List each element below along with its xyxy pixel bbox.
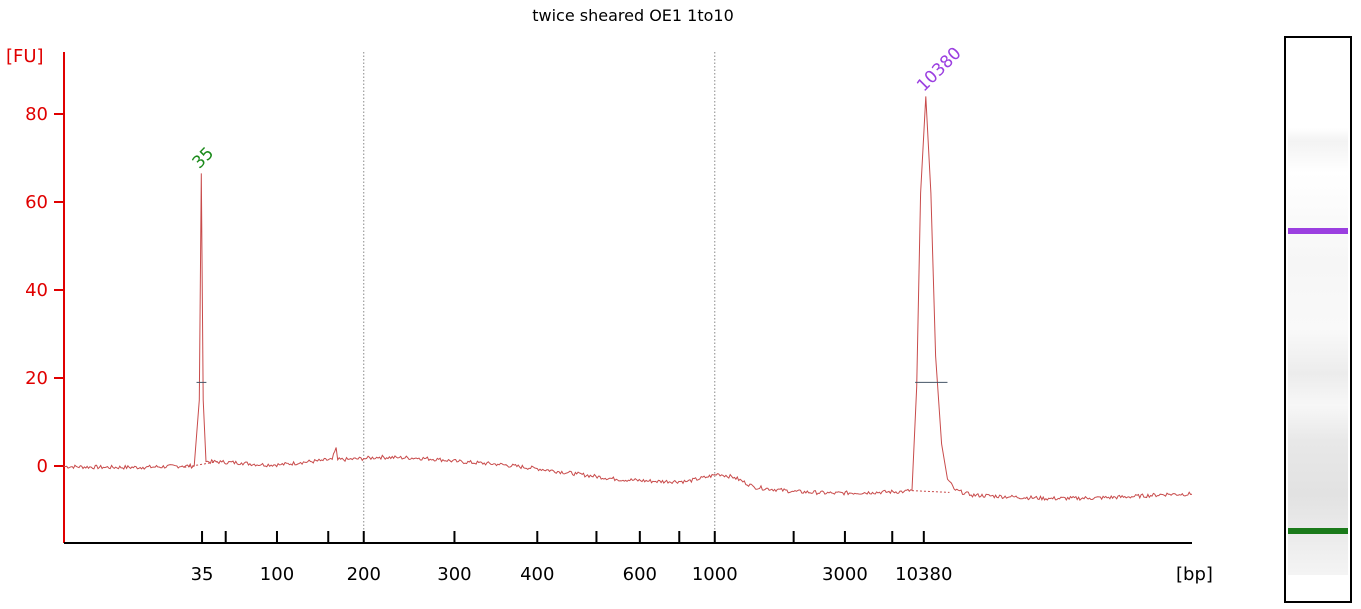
y-tick-label-60: 60: [25, 192, 48, 213]
series-line-signal: [63, 96, 1193, 502]
grid-layer: [363, 52, 716, 543]
trace-layer: [63, 96, 1193, 502]
y-tick-label-20: 20: [25, 368, 48, 389]
x-tick-label-10380: 10380: [895, 564, 952, 585]
x-tick-label-300: 300: [437, 564, 471, 585]
peak-baseline-1: [911, 490, 950, 493]
y-tick-label-80: 80: [25, 104, 48, 125]
peak-label-10380: 10380: [913, 44, 965, 96]
x-tick-label-3000: 3000: [822, 564, 868, 585]
x-tick-label-35: 35: [191, 564, 214, 585]
y-tick-label-0: 0: [37, 456, 48, 477]
gel-lane: [1284, 36, 1352, 603]
gel-smear: [1288, 128, 1348, 575]
marker-layer: [184, 381, 950, 493]
peak-baseline-0: [184, 461, 218, 468]
x-tick-label-400: 400: [520, 564, 554, 585]
x-tick-label-600: 600: [623, 564, 657, 585]
x-tick-label-100: 100: [260, 564, 294, 585]
chart-title: twice sheared OE1 1to10: [532, 6, 734, 25]
peak-label-35: 35: [189, 143, 218, 172]
axis-layer: 0 20 40 60 80 [FU] 35 100 200 300 400 600 1000 3000 10…: [6, 46, 1213, 585]
x-tick-label-1000: 1000: [692, 564, 738, 585]
label-layer: 35 10380: [189, 44, 966, 173]
y-tick-label-40: 40: [25, 280, 48, 301]
x-tick-label-200: 200: [347, 564, 381, 585]
gel-band-lower-marker: [1288, 528, 1348, 535]
x-axis-label: [bp]: [1176, 564, 1213, 585]
electropherogram-plot: 0 20 40 60 80 [FU] 35 100 200 300 400 600 1000 3000 10…: [6, 44, 1213, 585]
gel-band-upper-marker: [1288, 227, 1348, 234]
y-axis-label: [FU]: [6, 46, 44, 67]
